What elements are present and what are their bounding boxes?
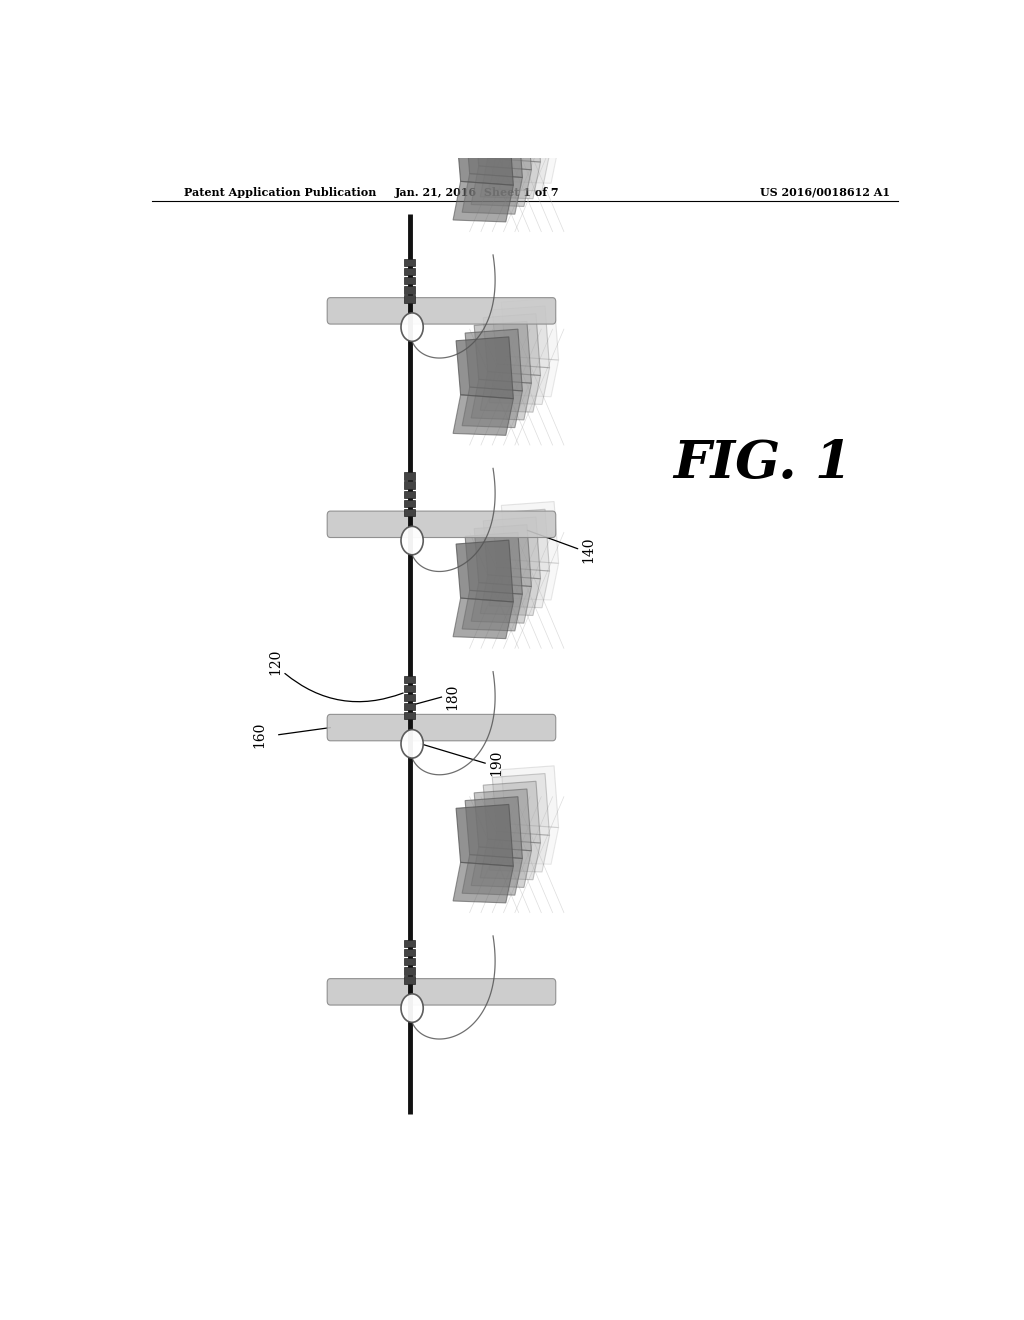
Polygon shape <box>462 854 522 895</box>
Text: Patent Application Publication: Patent Application Publication <box>183 187 376 198</box>
Polygon shape <box>483 781 541 843</box>
Polygon shape <box>462 590 522 631</box>
Polygon shape <box>462 174 522 214</box>
Polygon shape <box>471 847 531 887</box>
Text: 160: 160 <box>252 722 266 748</box>
Bar <box>404 676 416 682</box>
Polygon shape <box>489 150 550 191</box>
Polygon shape <box>471 166 531 206</box>
Polygon shape <box>453 181 513 222</box>
Polygon shape <box>499 143 559 183</box>
Polygon shape <box>483 100 541 162</box>
Polygon shape <box>483 314 541 375</box>
Bar <box>404 268 416 276</box>
Polygon shape <box>465 116 522 177</box>
Polygon shape <box>489 568 550 607</box>
Polygon shape <box>483 517 541 578</box>
Polygon shape <box>493 774 550 836</box>
Circle shape <box>401 527 423 554</box>
Polygon shape <box>453 395 513 436</box>
Bar <box>404 958 416 965</box>
Polygon shape <box>499 560 559 601</box>
Polygon shape <box>502 84 559 147</box>
Polygon shape <box>480 576 541 615</box>
Bar <box>404 694 416 701</box>
Text: 190: 190 <box>489 750 503 776</box>
Bar <box>404 491 416 498</box>
Bar <box>404 685 416 692</box>
Polygon shape <box>465 532 522 594</box>
Polygon shape <box>493 510 550 572</box>
Polygon shape <box>465 329 522 391</box>
FancyBboxPatch shape <box>328 978 556 1005</box>
Polygon shape <box>502 298 559 360</box>
Text: 120: 120 <box>268 648 282 675</box>
Bar <box>404 286 416 293</box>
Polygon shape <box>471 582 531 623</box>
Polygon shape <box>456 540 513 602</box>
FancyBboxPatch shape <box>328 714 556 741</box>
Polygon shape <box>453 598 513 639</box>
Text: 180: 180 <box>445 684 460 710</box>
Text: 140: 140 <box>582 536 595 562</box>
Text: Jan. 21, 2016  Sheet 1 of 7: Jan. 21, 2016 Sheet 1 of 7 <box>395 187 559 198</box>
Polygon shape <box>489 832 550 873</box>
Bar <box>404 508 416 516</box>
Polygon shape <box>493 306 550 368</box>
Polygon shape <box>489 364 550 404</box>
FancyBboxPatch shape <box>328 511 556 537</box>
Polygon shape <box>456 804 513 866</box>
Bar <box>404 977 416 983</box>
Polygon shape <box>502 766 559 828</box>
Bar <box>404 259 416 267</box>
Bar <box>404 968 416 974</box>
Polygon shape <box>462 387 522 428</box>
Circle shape <box>401 994 423 1022</box>
Polygon shape <box>474 525 531 586</box>
Bar <box>404 473 416 479</box>
Polygon shape <box>480 372 541 412</box>
Polygon shape <box>499 824 559 865</box>
Bar <box>404 704 416 710</box>
Bar <box>404 949 416 956</box>
Text: US 2016/0018612 A1: US 2016/0018612 A1 <box>760 187 890 198</box>
Polygon shape <box>474 108 531 170</box>
Polygon shape <box>493 92 550 154</box>
Polygon shape <box>474 322 531 383</box>
FancyBboxPatch shape <box>328 297 556 325</box>
Text: FIG. 1: FIG. 1 <box>674 438 852 488</box>
Polygon shape <box>471 379 531 420</box>
Bar <box>404 500 416 507</box>
Polygon shape <box>474 789 531 851</box>
Polygon shape <box>453 862 513 903</box>
Polygon shape <box>465 797 522 858</box>
Bar <box>404 277 416 284</box>
Bar <box>404 296 416 302</box>
Polygon shape <box>456 124 513 185</box>
Bar <box>404 940 416 948</box>
Circle shape <box>401 313 423 342</box>
Polygon shape <box>480 158 541 199</box>
Polygon shape <box>456 337 513 399</box>
Polygon shape <box>499 356 559 397</box>
Bar <box>404 711 416 719</box>
Bar <box>404 482 416 488</box>
Polygon shape <box>480 840 541 879</box>
Polygon shape <box>502 502 559 564</box>
Circle shape <box>401 730 423 758</box>
